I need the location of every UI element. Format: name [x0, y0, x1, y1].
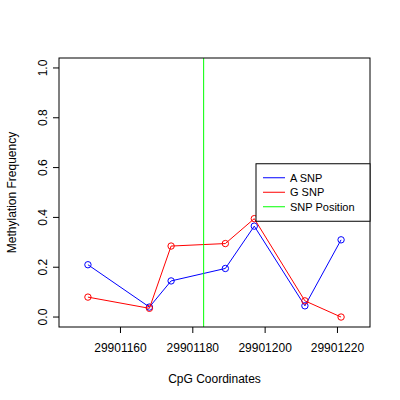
- x-tick: [120, 327, 121, 333]
- x-tick-label: 29901200: [238, 341, 292, 355]
- series-point: [338, 237, 344, 243]
- series-point: [302, 298, 308, 304]
- chart-container: 29901160 29901180 29901200 29901220 0.0 0.2 0.…: [0, 0, 400, 400]
- series-point: [85, 262, 91, 268]
- series-point: [222, 240, 228, 246]
- series-point: [85, 294, 91, 300]
- legend: A SNP G SNP SNP Position: [256, 164, 370, 222]
- x-tick: [337, 327, 338, 333]
- series-line: [88, 219, 341, 317]
- legend-label: G SNP: [290, 186, 324, 198]
- legend-box: [256, 164, 370, 222]
- series-point: [146, 305, 152, 311]
- y-tick-label: 0.4: [36, 209, 50, 226]
- plot-marks: [85, 58, 345, 327]
- series-point: [338, 314, 344, 320]
- y-axis-label: Methylation Frequency: [5, 132, 19, 253]
- legend-swatch: [263, 192, 285, 193]
- legend-label: SNP Position: [290, 201, 355, 213]
- snp-position-line: [203, 58, 204, 327]
- y-tick: [53, 67, 59, 68]
- y-tick: [53, 317, 59, 318]
- plot-frame: [59, 58, 370, 327]
- y-tick: [53, 117, 59, 118]
- legend-swatch: [263, 177, 285, 178]
- series-point: [251, 223, 257, 229]
- series-line: [88, 226, 341, 307]
- x-tick-label: 29901180: [167, 341, 220, 355]
- y-tick: [53, 167, 59, 168]
- y-tick: [53, 217, 59, 218]
- y-tick-label: 1.0: [36, 59, 50, 76]
- y-tick: [53, 267, 59, 268]
- x-axis-label: CpG Coordinates: [168, 372, 261, 386]
- x-tick-label: 29901160: [94, 341, 147, 355]
- x-tick: [192, 327, 193, 333]
- y-tick-label: 0.0: [36, 308, 50, 325]
- series-point: [168, 243, 174, 249]
- x-tick-label: 29901220: [311, 341, 365, 355]
- y-tick-label: 0.8: [36, 109, 50, 126]
- legend-swatch: [263, 206, 285, 207]
- y-tick-label: 0.6: [36, 159, 50, 176]
- y-tick-label: 0.2: [36, 259, 50, 276]
- chart: 29901160 29901180 29901200 29901220 0.0 0.2 0.…: [0, 0, 400, 400]
- x-tick: [265, 327, 266, 333]
- series-point: [168, 278, 174, 284]
- legend-label: A SNP: [290, 172, 322, 184]
- series-point: [222, 265, 228, 271]
